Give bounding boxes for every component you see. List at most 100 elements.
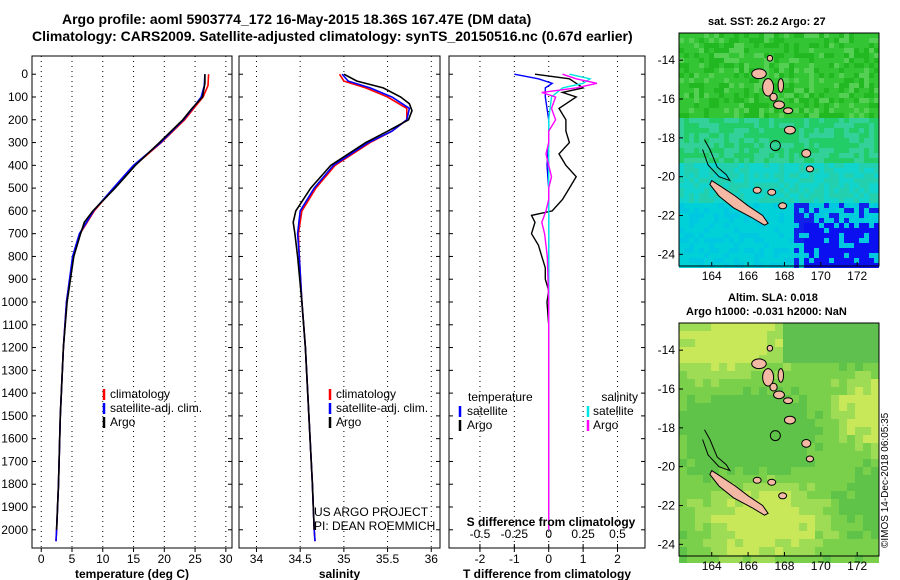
map-cell: [794, 158, 799, 163]
map-cell: [774, 78, 779, 83]
map-cell: [724, 53, 729, 58]
map-cell: [684, 233, 689, 238]
map-cell: [784, 33, 789, 38]
map-cell: [769, 113, 774, 118]
map-cell: [759, 419, 767, 427]
map-cell: [719, 339, 727, 347]
map-cell: [794, 188, 799, 193]
map-cell: [719, 363, 727, 371]
map-cell: [799, 499, 807, 507]
map-cell: [769, 253, 774, 258]
map-cell: [855, 387, 863, 395]
map-cell: [784, 198, 789, 203]
map-cell: [794, 183, 799, 188]
map-cell: [815, 539, 823, 547]
map-cell: [744, 193, 749, 198]
map-cell: [744, 243, 749, 248]
map-cell: [735, 363, 743, 371]
map-cell: [804, 98, 809, 103]
legend-label-1-2: Argo: [336, 415, 362, 429]
map-tick-label-y-4-2: -18: [658, 421, 676, 435]
map-cell: [694, 93, 699, 98]
map-cell: [783, 443, 791, 451]
map-cell: [859, 153, 864, 158]
map-cell: [859, 193, 864, 198]
tick-label-y-11: 1100: [2, 318, 28, 332]
map-cell: [714, 213, 719, 218]
map-cell: [869, 173, 874, 178]
map-cell: [807, 403, 815, 411]
map-cell: [724, 58, 729, 63]
map-cell: [744, 248, 749, 253]
map-cell: [789, 98, 794, 103]
map-cell: [689, 253, 694, 258]
map-cell: [791, 539, 799, 547]
map-cell: [699, 33, 704, 38]
map-cell: [734, 243, 739, 248]
map-cell: [854, 148, 859, 153]
map-cell: [729, 138, 734, 143]
map-cell: [799, 363, 807, 371]
map-cell: [847, 355, 855, 363]
map-cell: [687, 555, 695, 563]
map-cell: [799, 73, 804, 78]
map-cell: [769, 173, 774, 178]
map-cell: [694, 53, 699, 58]
map-cell: [864, 118, 869, 123]
map-cell: [784, 228, 789, 233]
map-cell: [689, 108, 694, 113]
legend-label-0-2: Argo: [110, 415, 136, 429]
map-cell: [743, 507, 751, 515]
map-cell: [855, 507, 863, 515]
map-cell: [751, 515, 759, 523]
map-cell: [869, 253, 874, 258]
map-cell: [824, 238, 829, 243]
map-cell: [834, 53, 839, 58]
map-cell: [819, 33, 824, 38]
island-vanuatu-4-9: [766, 344, 774, 352]
map-tick-label-y-4-3: -20: [658, 460, 676, 474]
map-cell: [804, 193, 809, 198]
map-cell: [767, 547, 775, 555]
map-cell: [699, 163, 704, 168]
map-cell: [767, 491, 775, 499]
map-cell: [774, 158, 779, 163]
map-cell: [764, 143, 769, 148]
map-cell: [759, 243, 764, 248]
map-cell: [743, 483, 751, 491]
map-cell: [799, 238, 804, 243]
map-cell: [694, 218, 699, 223]
map-cell: [791, 459, 799, 467]
map-cell: [739, 93, 744, 98]
map-cell: [815, 515, 823, 523]
map-cell: [839, 459, 847, 467]
map-cell: [704, 73, 709, 78]
map-cell: [855, 435, 863, 443]
map-cell: [744, 123, 749, 128]
map-cell: [744, 213, 749, 218]
map-cell: [759, 153, 764, 158]
map-cell: [799, 223, 804, 228]
map-cell: [724, 218, 729, 223]
map-cell: [864, 63, 869, 68]
map-cell: [749, 253, 754, 258]
map-cell: [829, 133, 834, 138]
map-cell: [743, 363, 751, 371]
map-cell: [744, 83, 749, 88]
map-cell: [834, 33, 839, 38]
map-cell: [804, 178, 809, 183]
map-cell: [864, 158, 869, 163]
map-cell: [874, 208, 879, 213]
map-cell: [734, 98, 739, 103]
map-cell: [807, 419, 815, 427]
map-cell: [834, 158, 839, 163]
map-cell: [855, 331, 863, 339]
map-cell: [695, 387, 703, 395]
map-cell: [754, 153, 759, 158]
map-cell: [789, 173, 794, 178]
map-cell: [751, 411, 759, 419]
map-cell: [679, 223, 684, 228]
map-cell: [703, 467, 711, 475]
map-cell: [824, 158, 829, 163]
map-cell: [789, 218, 794, 223]
